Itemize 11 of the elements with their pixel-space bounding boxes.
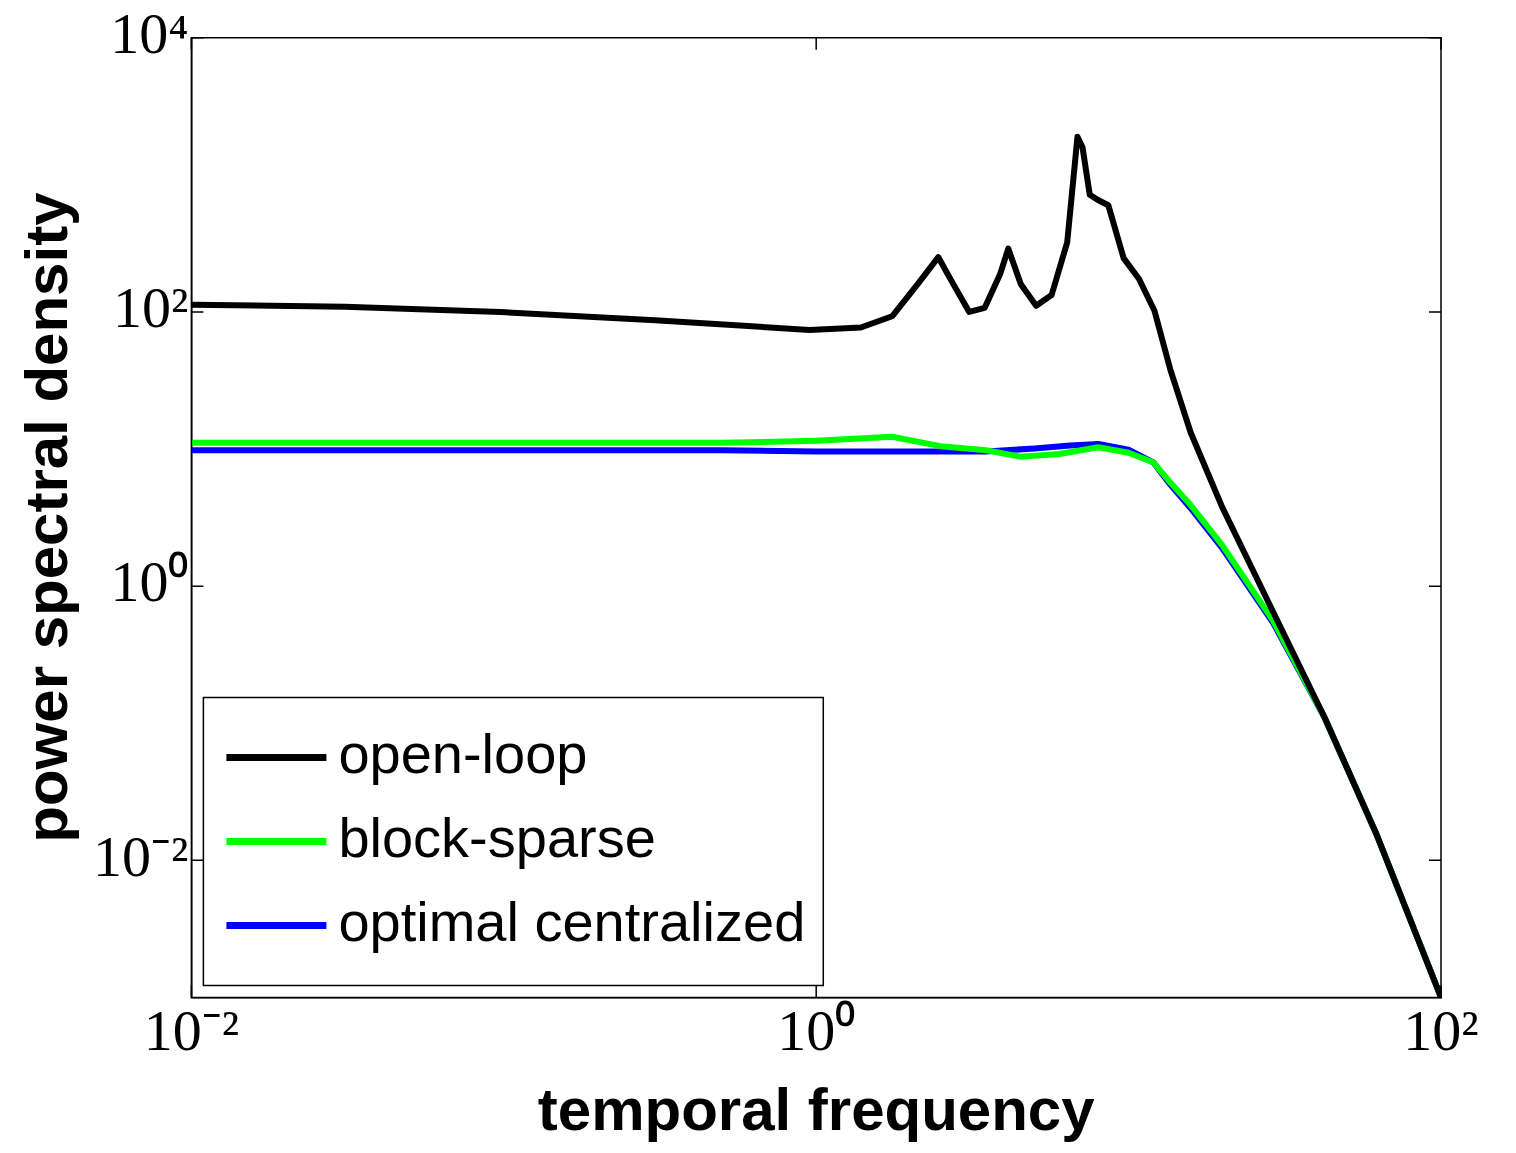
x-axis-title: temporal frequency <box>537 1075 1096 1143</box>
legend-label: optimal centralized <box>338 889 806 953</box>
y-tick-label: 10⁰ <box>110 549 189 615</box>
y-axis-title: power spectral density <box>12 191 80 843</box>
x-tick-label: 10⁰ <box>777 998 856 1064</box>
x-tick-label: 10² <box>1403 998 1479 1064</box>
y-tick-label: 10⁻² <box>93 823 189 889</box>
legend-label: open-loop <box>338 721 588 785</box>
legend-label: block-sparse <box>338 805 656 869</box>
y-tick-label: 10⁴ <box>110 1 189 67</box>
y-tick-label: 10² <box>113 275 189 341</box>
